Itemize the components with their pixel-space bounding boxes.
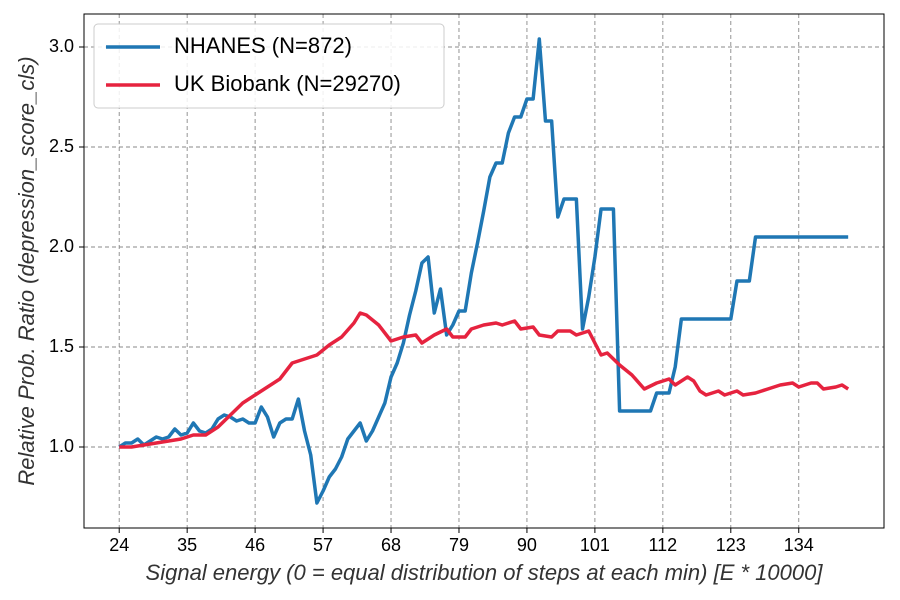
plot-frame	[83, 13, 885, 529]
x-tick-label: 35	[177, 535, 197, 555]
x-tick-label: 90	[517, 535, 537, 555]
x-axis-label: Signal energy (0 = equal distribution of…	[146, 560, 824, 585]
data-line	[118, 37, 849, 505]
x-tick-label: 134	[784, 535, 814, 555]
legend-label: UK Biobank (N=29270)	[174, 71, 401, 96]
x-tick-label: 79	[449, 535, 469, 555]
x-tick-label: 101	[580, 535, 610, 555]
legend-label: NHANES (N=872)	[174, 33, 352, 58]
x-tick-label: 24	[109, 535, 129, 555]
y-tick-label: 2.5	[49, 136, 74, 156]
y-tick-label: 1.0	[49, 436, 74, 456]
legend-frame	[93, 23, 445, 109]
y-tick-label: 3.0	[49, 36, 74, 56]
x-tick-label: 57	[313, 535, 333, 555]
y-tick-label: 1.5	[49, 336, 74, 356]
x-tick-label: 112	[648, 535, 677, 555]
x-tick-label: 123	[716, 535, 746, 555]
x-tick-label: 46	[245, 535, 265, 555]
data-line	[119, 311, 850, 449]
y-tick-label: 2.0	[49, 236, 74, 256]
y-axis-label: Relative Prob. Ratio (depression_score_c…	[14, 56, 39, 485]
x-tick-label: 68	[381, 535, 401, 555]
